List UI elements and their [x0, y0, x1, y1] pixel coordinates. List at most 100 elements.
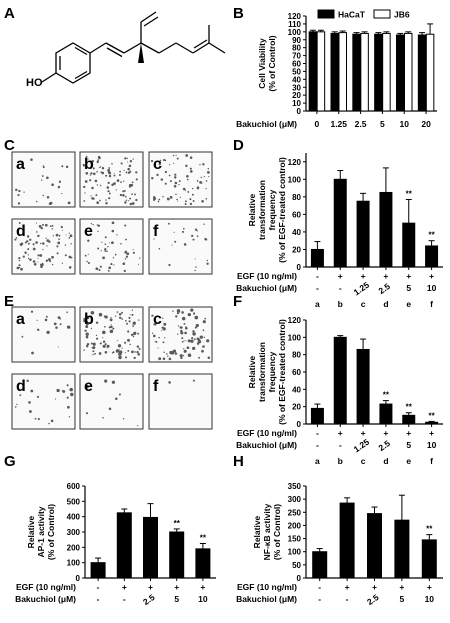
- colony-dot: [84, 254, 87, 257]
- colony-dot: [162, 317, 164, 319]
- bar: [379, 403, 393, 425]
- bar: [382, 32, 391, 112]
- colony-dot: [128, 185, 131, 188]
- bar: [425, 421, 439, 425]
- bar: [425, 245, 439, 268]
- panel-letter-a: A: [4, 5, 15, 22]
- y-tick-label: 90: [292, 36, 301, 45]
- wedge-methyl-bond: [138, 43, 144, 63]
- colony-dot: [131, 202, 135, 205]
- colony-dot: [132, 251, 135, 254]
- bar: [316, 31, 326, 112]
- colony-dot: [37, 261, 39, 263]
- row-value: +: [429, 271, 434, 281]
- colony-dot: [85, 325, 89, 329]
- colony-well-a: a: [11, 151, 76, 208]
- colony-dot: [113, 173, 115, 175]
- legend-swatch: [373, 9, 391, 19]
- y-tick-label: 300: [288, 495, 302, 504]
- colony-dot: [96, 201, 99, 204]
- colony-dot: [138, 347, 141, 351]
- bar: [352, 33, 361, 112]
- y-tick-label: 10: [292, 99, 301, 108]
- well-label: e: [84, 378, 93, 395]
- colony-dot: [199, 164, 201, 166]
- colony-dot: [125, 320, 127, 322]
- y-tick-label: 40: [292, 228, 301, 237]
- colony-dot: [90, 311, 95, 315]
- colony-dot: [192, 312, 196, 315]
- colony-dot: [187, 339, 191, 343]
- y-tick-label: 80: [292, 193, 301, 202]
- colony-dot: [158, 336, 160, 339]
- colony-dot: [68, 326, 71, 329]
- significance-mark: **: [406, 189, 413, 198]
- vinyl-double-bond: [140, 11, 157, 23]
- colony-dot: [122, 194, 125, 197]
- colony-dot: [126, 322, 128, 325]
- colony-dot: [115, 189, 117, 191]
- row-value: +: [345, 582, 350, 592]
- colony-dot: [121, 318, 124, 320]
- colony-dot: [107, 171, 111, 174]
- colony-dot: [176, 157, 179, 160]
- colony-dot: [159, 165, 162, 168]
- colony-dot: [41, 224, 44, 226]
- chain-bond: [89, 42, 107, 54]
- bar: [396, 34, 405, 112]
- colony-dot: [37, 257, 39, 260]
- colony-dot: [134, 193, 136, 196]
- colony-dot: [206, 339, 210, 343]
- colony-dot: [85, 155, 88, 158]
- row-value: 5: [174, 594, 179, 604]
- colony-dot: [86, 260, 88, 263]
- colony-dot: [168, 222, 170, 225]
- colony-dot: [131, 313, 134, 316]
- colony-dot: [125, 199, 128, 201]
- bar: [338, 32, 347, 112]
- colony-dot: [51, 224, 54, 227]
- bar: [356, 348, 370, 425]
- row-value: +: [383, 271, 388, 281]
- colony-dot: [126, 252, 130, 256]
- colony-dot: [172, 154, 175, 157]
- row-value: +: [429, 428, 434, 438]
- colony-dot: [108, 167, 111, 169]
- colony-dot: [85, 412, 89, 415]
- colony-dot: [200, 176, 202, 179]
- colony-dot: [118, 316, 122, 320]
- colony-dot: [194, 269, 196, 272]
- colony-dot: [24, 251, 27, 254]
- colony-dot: [151, 314, 154, 317]
- y-tick-label: 350: [288, 482, 302, 491]
- colony-dot: [58, 180, 62, 183]
- colony-dot: [96, 337, 99, 340]
- row-value: 2.5: [141, 592, 157, 607]
- colony-dot: [85, 335, 89, 339]
- chart-d: 0 20 40 60 80 100 120 Relative transformation fre…: [236, 153, 443, 309]
- bar: [367, 513, 382, 579]
- colony-dot: [101, 241, 103, 243]
- colony-dot: [100, 166, 102, 168]
- colony-dot: [26, 379, 29, 383]
- colony-dot: [123, 180, 125, 182]
- colony-dot: [125, 171, 128, 174]
- colony-dot: [84, 192, 86, 194]
- colony-dot: [38, 225, 42, 228]
- colony-dot: [15, 237, 18, 239]
- row-value: +: [338, 428, 343, 438]
- colony-dot: [124, 157, 127, 160]
- colony-dot: [185, 325, 187, 327]
- row-label: EGF (10 ng/ml): [16, 582, 76, 592]
- colony-dot: [108, 197, 111, 200]
- colony-dot: [109, 318, 113, 322]
- colony-dot: [179, 354, 183, 358]
- colony-dot: [189, 156, 193, 159]
- colony-dot: [113, 174, 116, 177]
- colony-dot: [51, 255, 54, 259]
- y-axis-label: (% of Control): [46, 504, 56, 560]
- colony-dot: [190, 308, 194, 312]
- colony-dot: [65, 234, 67, 236]
- trans-double-bond: [106, 47, 123, 58]
- colony-dot: [61, 262, 64, 264]
